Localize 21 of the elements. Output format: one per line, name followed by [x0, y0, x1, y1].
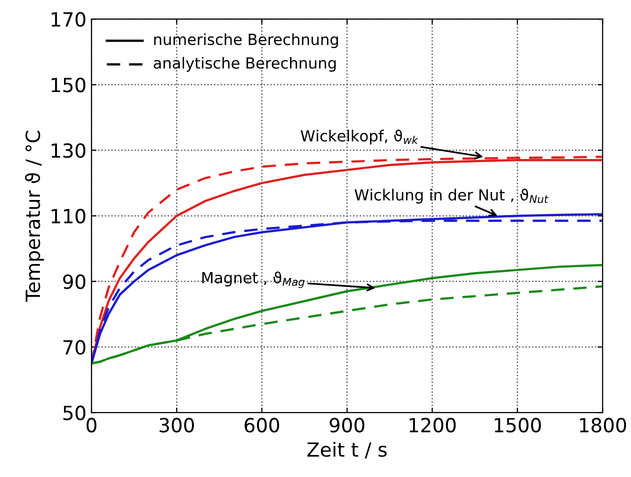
- annotation: numerische Berechnung: [154, 33, 338, 48]
- x-tick-label: 1200: [410, 418, 456, 433]
- x-tick-label: 600: [244, 418, 280, 433]
- annotation: analytische Berechnung: [154, 56, 336, 72]
- x-tick-label: 0: [86, 418, 96, 433]
- y-tick-label: 150: [52, 78, 86, 92]
- y-tick-label: 70: [63, 340, 86, 355]
- annotation: Wicklung in der Nut , ϑ$_{Nut}$: [354, 188, 549, 204]
- y-tick-label: 50: [63, 406, 86, 420]
- y-tick-label: 110: [52, 208, 86, 224]
- x-tick-label: 1800: [580, 418, 626, 433]
- y-tick-label: 170: [52, 12, 86, 27]
- x-tick-label: 300: [160, 418, 194, 433]
- y-axis-title: Temperatur ϑ / °C: [24, 130, 44, 302]
- y-tick-label: 90: [63, 274, 86, 290]
- x-axis-title: Zeit t / s: [307, 442, 387, 458]
- x-tick-label: 900: [330, 418, 364, 433]
- x-tick-label: 1500: [494, 418, 541, 433]
- annotation: Wickelkopf, ϑ$_{wk}$: [300, 130, 418, 145]
- annotation: Magnet , ϑ$_{Mag}$: [202, 272, 304, 288]
- y-tick-label: 130: [52, 143, 86, 158]
